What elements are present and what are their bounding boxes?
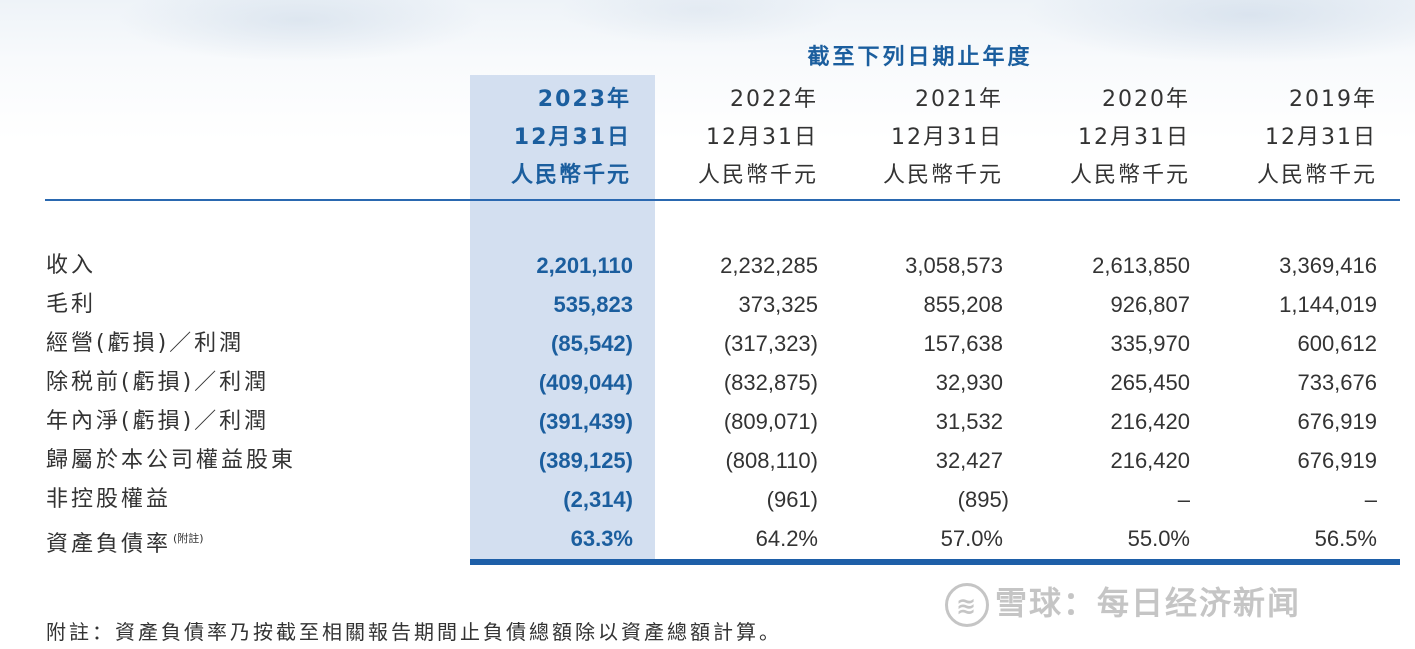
cell-2021: 32,930 [935, 370, 1003, 395]
header-year: 2022年 [730, 87, 818, 112]
cell-2020: – [1177, 487, 1190, 512]
cell-2022: 64.2% [755, 526, 818, 551]
cell-2023: (409,044) [538, 370, 633, 395]
row-label: 年內淨(虧損)／利潤 [46, 409, 270, 434]
row-label: 毛利 [46, 292, 97, 317]
column-header-2021: 2021年 12月31日 人民幣千元 [818, 81, 1003, 195]
row-label: 資產負債率 (附註) [46, 519, 204, 564]
header-date: 12月31日 [891, 125, 1003, 150]
cell-2023: (85,542) [551, 331, 633, 356]
footnote: 附註：資產負債率乃按截至相關報告期間止負債總額除以資產總額計算。 [46, 620, 782, 644]
column-header-2023: 2023年 12月31日 人民幣千元 [446, 81, 631, 195]
cell-2019: 1,144,019 [1279, 292, 1377, 317]
cell-2019: 733,676 [1297, 370, 1377, 395]
cell-2020: 335,970 [1110, 331, 1190, 356]
header-date: 12月31日 [1078, 125, 1190, 150]
header-unit: 人民幣千元 [510, 163, 631, 188]
cell-2022: (317,323) [723, 331, 818, 356]
header-unit: 人民幣千元 [1069, 163, 1190, 188]
header-year: 2020年 [1102, 87, 1190, 112]
column-header-2022: 2022年 12月31日 人民幣千元 [633, 81, 818, 195]
table-row-non-controlling-interests: 非控股權益 (2,314) (961) (895) – – [0, 480, 1415, 519]
cell-2023: (389,125) [538, 448, 633, 473]
table-bottom-rule [470, 559, 1400, 565]
cell-2021: 57.0% [940, 526, 1003, 551]
row-label: 非控股權益 [46, 487, 172, 512]
row-label-note: (附註) [173, 532, 204, 545]
row-label: 收入 [46, 253, 97, 278]
header-divider [45, 199, 1400, 201]
cell-2023: 63.3% [570, 526, 633, 551]
cell-2023: 2,201,110 [536, 253, 633, 278]
cell-2019: 56.5% [1314, 526, 1377, 551]
cell-2019: – [1364, 487, 1377, 512]
watermark-text: 雪球：每日经济新闻 [995, 584, 1302, 622]
period-title: 截至下列日期止年度 [807, 45, 1033, 70]
header-year: 2021年 [915, 87, 1003, 112]
cell-2023: (2,314) [563, 487, 633, 512]
cell-2022: (808,110) [725, 448, 818, 473]
cell-2022: 373,325 [738, 292, 818, 317]
row-label-text: 資產負債率 [46, 532, 172, 557]
cell-2021: 3,058,573 [905, 253, 1003, 278]
cell-2020: 55.0% [1127, 526, 1190, 551]
cell-2020: 216,420 [1110, 409, 1190, 434]
table-row-operating-profit: 經營(虧損)／利潤 (85,542) (317,323) 157,638 335… [0, 324, 1415, 363]
table-row-net-profit: 年內淨(虧損)／利潤 (391,439) (809,071) 31,532 21… [0, 402, 1415, 441]
table-row-equity-shareholders: 歸屬於本公司權益股東 (389,125) (808,110) 32,427 21… [0, 441, 1415, 480]
header-date: 12月31日 [1265, 125, 1377, 150]
column-header-2019: 2019年 12月31日 人民幣千元 [1192, 81, 1377, 195]
cell-2019: 600,612 [1297, 331, 1377, 356]
header-unit: 人民幣千元 [882, 163, 1003, 188]
cell-2022: (809,071) [723, 409, 818, 434]
header-year: 2023年 [537, 87, 631, 112]
cell-2022: (961) [766, 487, 818, 512]
cell-2020: 2,613,850 [1092, 253, 1190, 278]
cell-2020: 926,807 [1110, 292, 1190, 317]
cell-2021: 32,427 [935, 448, 1003, 473]
watermark: ≋ 雪球：每日经济新闻 [945, 578, 1301, 627]
cell-2019: 676,919 [1297, 448, 1377, 473]
cell-2020: 265,450 [1110, 370, 1190, 395]
cell-2022: (832,875) [723, 370, 818, 395]
table-row-gross-profit: 毛利 535,823 373,325 855,208 926,807 1,144… [0, 285, 1415, 324]
header-unit: 人民幣千元 [697, 163, 818, 188]
cell-2023: 535,823 [553, 292, 633, 317]
cell-2019: 676,919 [1297, 409, 1377, 434]
cell-2019: 3,369,416 [1279, 253, 1377, 278]
cell-2022: 2,232,285 [720, 253, 818, 278]
header-date: 12月31日 [706, 125, 818, 150]
cell-2021: 855,208 [923, 292, 1003, 317]
table-row-profit-before-tax: 除税前(虧損)／利潤 (409,044) (832,875) 32,930 26… [0, 363, 1415, 402]
table-row-gearing-ratio: 資產負債率 (附註) 63.3% 64.2% 57.0% 55.0% 56.5% [0, 519, 1415, 558]
row-label: 除税前(虧損)／利潤 [46, 370, 270, 395]
snowball-logo-icon: ≋ [945, 583, 989, 627]
cell-2023: (391,439) [538, 409, 633, 434]
row-label: 歸屬於本公司權益股東 [46, 448, 297, 473]
header-year: 2019年 [1289, 87, 1377, 112]
cell-2021: (895) [957, 487, 1009, 512]
cell-2021: 31,532 [935, 409, 1003, 434]
table-row-revenue: 收入 2,201,110 2,232,285 3,058,573 2,613,8… [0, 246, 1415, 285]
header-unit: 人民幣千元 [1256, 163, 1377, 188]
row-label: 經營(虧損)／利潤 [46, 331, 245, 356]
cell-2020: 216,420 [1110, 448, 1190, 473]
current-year-highlight [470, 75, 655, 563]
column-header-2020: 2020年 12月31日 人民幣千元 [1005, 81, 1190, 195]
header-date: 12月31日 [513, 125, 631, 150]
cell-2021: 157,638 [923, 331, 1003, 356]
